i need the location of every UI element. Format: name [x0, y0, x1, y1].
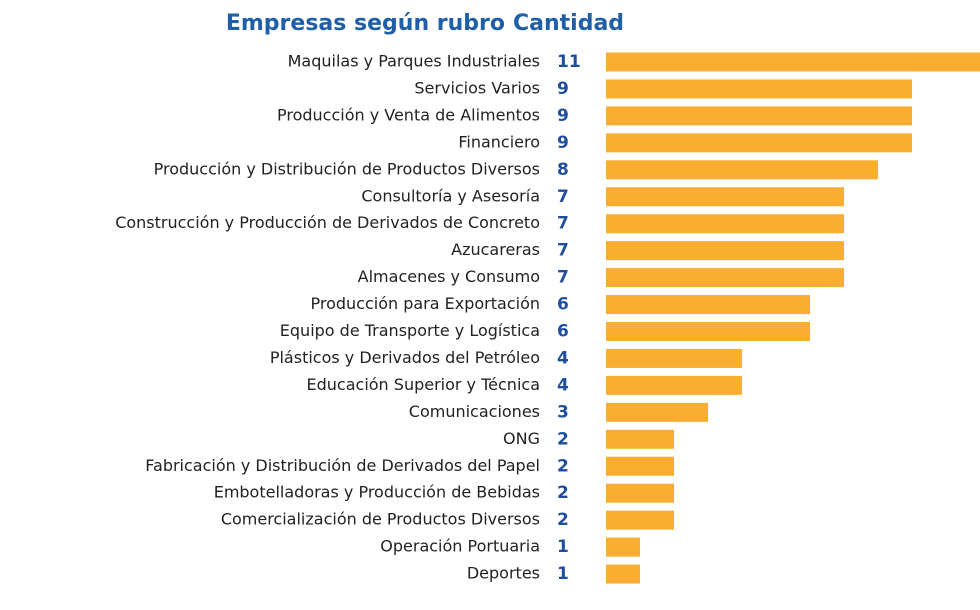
bar [606, 456, 674, 476]
value-label: 9 [557, 133, 569, 153]
value-label: 2 [557, 429, 569, 449]
bar [606, 187, 844, 207]
value-label: 2 [557, 510, 569, 530]
category-label: Fabricación y Distribución de Derivados … [145, 456, 540, 475]
category-label: Azucareras [451, 240, 540, 259]
value-label: 11 [557, 52, 581, 72]
category-label: Maquilas y Parques Industriales [288, 52, 540, 71]
category-label: Embotelladoras y Producción de Bebidas [214, 483, 540, 502]
category-label: Deportes [467, 564, 540, 583]
value-label: 4 [557, 375, 569, 395]
bar [606, 295, 810, 315]
value-label: 4 [557, 348, 569, 368]
category-label: Servicios Varios [414, 78, 540, 97]
bar [606, 268, 844, 288]
value-label: 3 [557, 402, 569, 422]
value-label: 6 [557, 295, 569, 315]
category-label: Producción para Exportación [310, 294, 540, 313]
bar [606, 510, 674, 530]
bar [606, 214, 844, 234]
bar [606, 79, 912, 99]
category-label: Producción y Venta de Alimentos [277, 105, 540, 124]
category-label: Comunicaciones [409, 402, 540, 421]
category-label: Equipo de Transporte y Logística [280, 321, 540, 340]
value-label: 6 [557, 322, 569, 342]
bar [606, 52, 980, 72]
value-label: 1 [557, 537, 569, 557]
category-label: Consultoría y Asesoría [361, 186, 540, 205]
category-header: Empresas según rubro [226, 11, 505, 36]
bar [606, 564, 640, 584]
bar [606, 241, 844, 261]
value-label: 1 [557, 564, 569, 584]
category-label: Plásticos y Derivados del Petróleo [270, 348, 540, 367]
value-label: 7 [557, 187, 569, 207]
bar [606, 348, 742, 368]
category-label: Almacenes y Consumo [358, 267, 540, 286]
value-label: 8 [557, 160, 569, 180]
bar [606, 537, 640, 557]
category-label: Financiero [458, 132, 540, 151]
value-label: 2 [557, 456, 569, 476]
category-label: ONG [503, 429, 540, 448]
value-header: Cantidad [513, 11, 624, 36]
bar [606, 375, 742, 395]
bar [606, 160, 878, 180]
bar [606, 133, 912, 153]
value-label: 7 [557, 241, 569, 261]
value-label: 7 [557, 268, 569, 288]
bar [606, 106, 912, 126]
bar [606, 322, 810, 341]
bar [606, 429, 674, 449]
bar [606, 483, 674, 503]
value-label: 7 [557, 214, 569, 234]
category-label: Producción y Distribución de Productos D… [154, 159, 540, 178]
bar [606, 402, 708, 422]
value-label: 2 [557, 483, 569, 503]
category-label: Construcción y Producción de Derivados d… [115, 213, 540, 232]
value-label: 9 [557, 79, 569, 99]
category-label: Comercialización de Productos Diversos [221, 510, 540, 529]
category-label: Educación Superior y Técnica [307, 375, 540, 394]
value-label: 9 [557, 106, 569, 126]
category-label: Operación Portuaria [380, 537, 540, 556]
